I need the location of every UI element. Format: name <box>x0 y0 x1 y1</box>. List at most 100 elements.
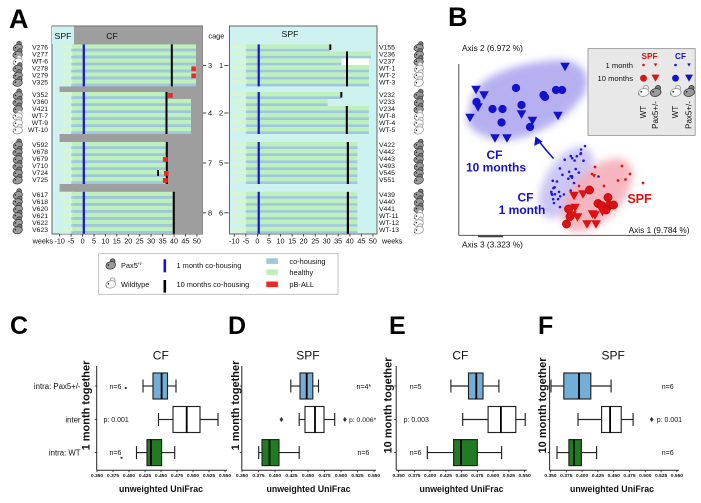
svg-text:V617: V617 <box>32 192 48 199</box>
svg-text:7: 7 <box>208 159 212 168</box>
svg-text:15: 15 <box>113 237 121 246</box>
svg-text:45: 45 <box>181 237 189 246</box>
svg-text:0.350: 0.350 <box>544 473 557 479</box>
svg-text:0.475: 0.475 <box>623 473 636 479</box>
svg-text:1: 1 <box>219 61 223 70</box>
svg-text:-10: -10 <box>55 237 65 246</box>
svg-text:50: 50 <box>369 237 377 246</box>
svg-text:5: 5 <box>267 237 271 246</box>
svg-text:20: 20 <box>300 237 308 246</box>
svg-text:6: 6 <box>219 208 223 217</box>
svg-text:2: 2 <box>219 109 223 118</box>
svg-text:0.350: 0.350 <box>91 473 104 479</box>
svg-text:WT-12: WT-12 <box>379 220 399 227</box>
svg-text:-5: -5 <box>243 237 249 246</box>
svg-text:0.450: 0.450 <box>155 473 168 479</box>
svg-text:n=6: n=6 <box>662 450 674 457</box>
svg-text:intra: WT: intra: WT <box>49 448 81 457</box>
svg-text:A: A <box>9 4 29 34</box>
svg-text:WT-13: WT-13 <box>379 227 399 234</box>
svg-text:p: 0.003: p: 0.003 <box>404 417 429 424</box>
svg-text:25: 25 <box>311 237 319 246</box>
svg-text:0.400: 0.400 <box>269 473 282 479</box>
svg-text:V622: V622 <box>32 220 48 227</box>
svg-text:E: E <box>389 312 406 340</box>
svg-text:1 month: 1 month <box>499 203 546 217</box>
svg-text:Axis 1 (9.784 %): Axis 1 (9.784 %) <box>629 225 690 235</box>
svg-text:weeks: weeks <box>32 237 54 246</box>
svg-text:10: 10 <box>277 237 285 246</box>
svg-text:0.425: 0.425 <box>285 473 298 479</box>
svg-text:WT-6: WT-6 <box>32 58 48 65</box>
svg-text:0.525: 0.525 <box>203 473 216 479</box>
svg-text:V277: V277 <box>32 51 48 58</box>
svg-text:8: 8 <box>208 208 212 217</box>
svg-text:-10: -10 <box>229 237 239 246</box>
svg-text:F: F <box>538 312 553 340</box>
svg-text:CF: CF <box>153 349 169 363</box>
svg-text:V278: V278 <box>32 65 48 72</box>
svg-text:V592: V592 <box>32 142 48 149</box>
svg-text:co-housing: co-housing <box>289 257 325 266</box>
svg-text:WT-1: WT-1 <box>379 65 395 72</box>
svg-text:WT-3: WT-3 <box>379 79 395 86</box>
svg-text:unweighted UniFrac: unweighted UniFrac <box>266 484 350 494</box>
svg-text:V234: V234 <box>379 106 395 113</box>
svg-text:1 month: 1 month <box>606 61 633 70</box>
svg-text:n=6: n=6 <box>110 384 122 391</box>
svg-text:40: 40 <box>346 237 354 246</box>
svg-text:pB-ALL: pB-ALL <box>289 280 314 289</box>
svg-text:0.400: 0.400 <box>123 473 136 479</box>
svg-text:n=6: n=6 <box>410 450 422 457</box>
svg-text:Pax5: Pax5 <box>121 261 138 270</box>
svg-text:n=4*: n=4* <box>357 384 372 391</box>
svg-text:SPF: SPF <box>642 52 658 61</box>
svg-text:V155: V155 <box>379 44 395 51</box>
svg-text:intra: Pax5+/-: intra: Pax5+/- <box>34 382 81 391</box>
svg-text:45: 45 <box>357 237 365 246</box>
svg-text:0: 0 <box>81 237 85 246</box>
svg-text:healthy: healthy <box>289 268 313 277</box>
svg-text:0.525: 0.525 <box>655 473 668 479</box>
svg-text:CF: CF <box>675 52 686 61</box>
svg-text:5: 5 <box>219 159 223 168</box>
svg-text:WT-4: WT-4 <box>379 120 395 127</box>
svg-text:30: 30 <box>147 237 155 246</box>
svg-text:0.475: 0.475 <box>471 473 484 479</box>
svg-text:WT: WT <box>671 106 680 119</box>
svg-text:inter: inter <box>65 415 81 424</box>
svg-text:V620: V620 <box>32 206 48 213</box>
svg-text:n=6: n=6 <box>110 450 122 457</box>
svg-text:10 month together: 10 month together <box>537 357 549 454</box>
svg-text:0.550: 0.550 <box>518 473 531 479</box>
svg-text:0.400: 0.400 <box>576 473 589 479</box>
svg-text:0: 0 <box>255 237 259 246</box>
svg-text:p: 0.001: p: 0.001 <box>657 417 682 424</box>
svg-text:V724: V724 <box>32 170 48 177</box>
svg-text:SPF: SPF <box>602 349 625 363</box>
svg-text:V236: V236 <box>379 51 395 58</box>
svg-text:V618: V618 <box>32 199 48 206</box>
svg-text:WT: WT <box>639 106 648 119</box>
svg-text:0.375: 0.375 <box>107 473 120 479</box>
svg-text:V232: V232 <box>379 92 395 99</box>
svg-text:3: 3 <box>208 61 212 70</box>
svg-text:CF: CF <box>518 191 534 205</box>
svg-text:CF: CF <box>487 148 503 162</box>
svg-text:-5: -5 <box>68 237 74 246</box>
svg-text:Pax5+/-: Pax5+/- <box>685 101 694 129</box>
svg-text:V439: V439 <box>379 192 395 199</box>
svg-text:0.500: 0.500 <box>487 473 500 479</box>
svg-text:0.350: 0.350 <box>236 473 249 479</box>
svg-text:0.450: 0.450 <box>302 473 315 479</box>
svg-text:0.375: 0.375 <box>408 473 421 479</box>
svg-text:30: 30 <box>323 237 331 246</box>
svg-text:V493: V493 <box>379 163 395 170</box>
svg-text:WT-2: WT-2 <box>379 72 395 79</box>
svg-text:Pax5+/-: Pax5+/- <box>651 101 660 129</box>
svg-text:40: 40 <box>170 237 178 246</box>
svg-text:0.425: 0.425 <box>139 473 152 479</box>
svg-text:V678: V678 <box>32 149 48 156</box>
svg-text:SPF: SPF <box>282 29 299 39</box>
svg-text:V623: V623 <box>32 227 48 234</box>
